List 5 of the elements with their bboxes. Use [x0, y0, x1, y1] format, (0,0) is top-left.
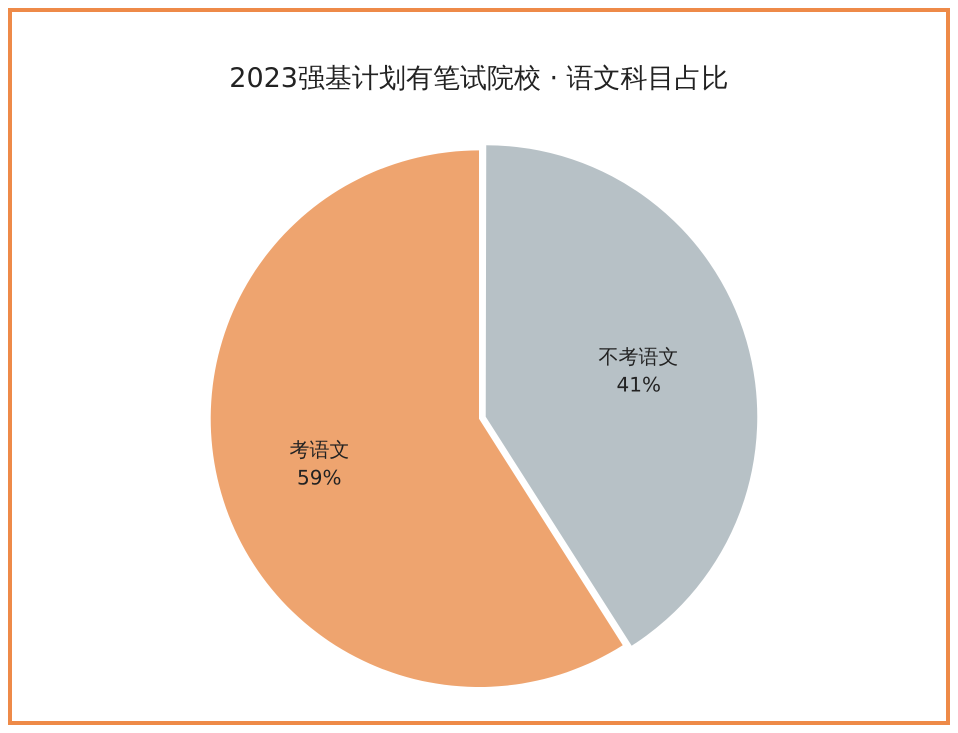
- data-label: 41%: [616, 372, 661, 396]
- slice-label: 考语文: [289, 437, 350, 462]
- chart-title: 2023强基计划有笔试院校 · 语文科目占比: [229, 63, 729, 94]
- data-label: 59%: [297, 465, 342, 490]
- slice-label: 不考语文: [598, 344, 679, 368]
